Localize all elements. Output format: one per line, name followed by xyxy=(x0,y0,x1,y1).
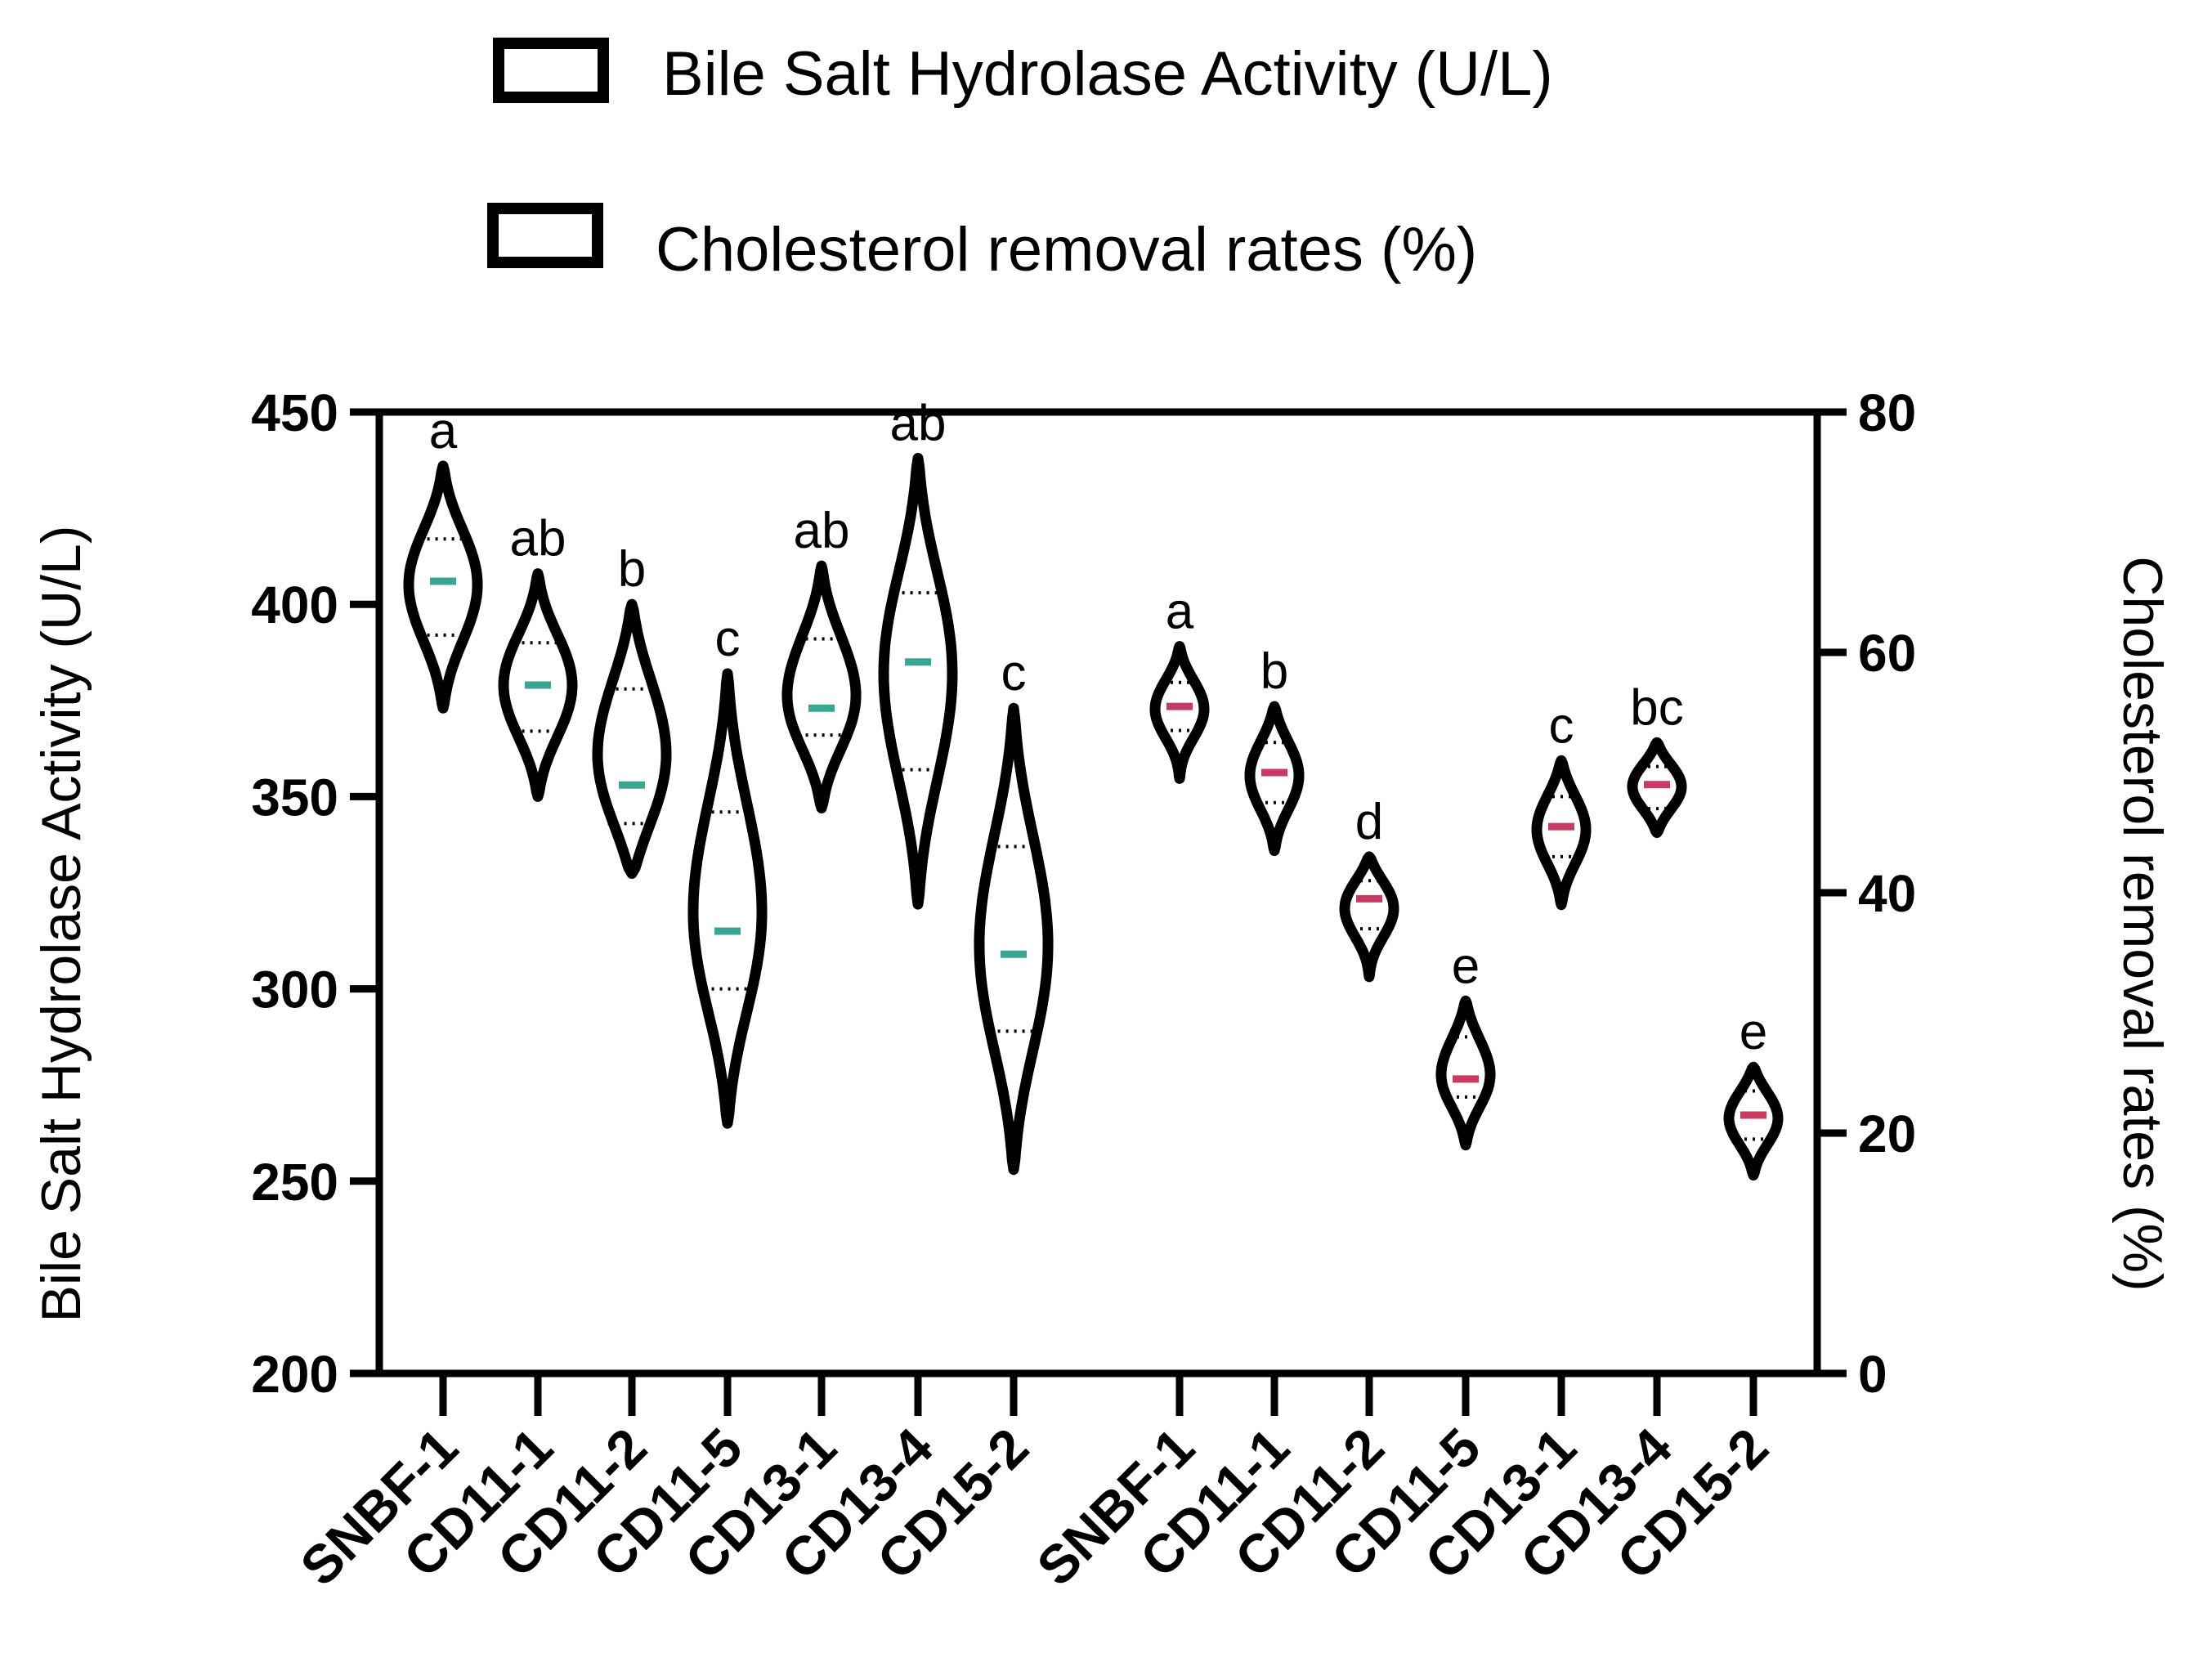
left-tick-label: 300 xyxy=(251,961,338,1019)
violin-shape xyxy=(1723,1061,1784,1180)
violin-shape xyxy=(1244,701,1305,857)
significance-letter: c xyxy=(715,611,741,667)
significance-letter: bc xyxy=(1630,679,1683,736)
violin-shape xyxy=(687,668,768,1129)
violin-group: b xyxy=(592,541,672,879)
left-tick-label: 400 xyxy=(251,576,338,634)
violin-shape xyxy=(781,560,862,813)
left-tick-label: 250 xyxy=(251,1153,338,1212)
right-tick-label: 20 xyxy=(1858,1104,1916,1163)
violin-group: b xyxy=(1244,643,1305,857)
right-axis-title: Cholesterol removal rates (%) xyxy=(2111,556,2174,1291)
violin-shape xyxy=(403,460,483,714)
right-tick-label: 40 xyxy=(1858,864,1916,923)
left-tick-label: 350 xyxy=(251,768,338,827)
left-axis-ticks: 200 250 300 350 400 450 xyxy=(251,383,379,1404)
violin-group: c xyxy=(687,611,768,1129)
significance-letter: a xyxy=(429,403,458,459)
violin-group: ab xyxy=(781,503,862,813)
left-tick-label: 450 xyxy=(251,383,338,442)
legend-label-cholesterol: Cholesterol removal rates (%) xyxy=(656,215,1477,284)
significance-letter: e xyxy=(1740,1004,1767,1060)
violin-group: a xyxy=(1149,584,1210,784)
axes xyxy=(375,408,1821,1378)
significance-letter: b xyxy=(1260,643,1288,700)
significance-letter: b xyxy=(618,541,646,598)
significance-letter: ab xyxy=(510,511,566,567)
legend-swatch-bsh xyxy=(493,38,609,103)
violin-shape xyxy=(878,452,958,910)
legend: Bile Salt Hydrolase Activity (U/L) Chole… xyxy=(487,38,1553,284)
right-tick-label: 60 xyxy=(1858,624,1916,683)
right-axis-ticks: 0 20 40 60 80 xyxy=(1817,383,1916,1404)
significance-letter: a xyxy=(1166,584,1194,640)
right-tick-label: 0 xyxy=(1858,1345,1887,1404)
violin-group: a xyxy=(403,403,483,714)
violin-group: c xyxy=(1531,697,1592,911)
legend-label-bsh: Bile Salt Hydrolase Activity (U/L) xyxy=(662,39,1553,109)
violin-shape xyxy=(1149,641,1210,784)
significance-letter: c xyxy=(1001,645,1027,701)
violin-group: bc xyxy=(1627,679,1687,838)
violin-group: e xyxy=(1435,938,1496,1151)
category-ticks: SNBF-1CD11-1CD11-2CD11-5CD13-1CD13-4CD15… xyxy=(289,1377,1780,1597)
violin-group: d xyxy=(1339,794,1399,983)
violin-group: ab xyxy=(498,511,578,802)
violin-group: c xyxy=(974,645,1054,1176)
violin-shape xyxy=(1531,755,1592,911)
violin-shape xyxy=(974,702,1054,1176)
significance-letter: e xyxy=(1452,938,1480,994)
right-tick-label: 80 xyxy=(1858,383,1916,442)
significance-letter: c xyxy=(1549,697,1574,754)
cholesterol-series: a b d e c bc e xyxy=(1149,584,1784,1180)
significance-letter: ab xyxy=(794,503,850,559)
violin-shape xyxy=(592,598,672,879)
violin-group: e xyxy=(1723,1004,1784,1180)
left-axis-title: Bile Salt Hydrolase Activity (U/L) xyxy=(30,526,92,1323)
significance-letter: d xyxy=(1355,794,1383,850)
significance-letter: ab xyxy=(890,395,947,451)
violin-group: ab xyxy=(878,395,958,910)
legend-swatch-cholesterol xyxy=(487,203,603,268)
violin-shape xyxy=(1339,851,1399,983)
left-tick-label: 200 xyxy=(251,1345,338,1404)
violin-shape xyxy=(1435,995,1496,1151)
